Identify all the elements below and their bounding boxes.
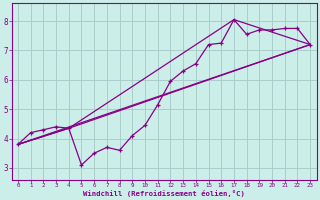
X-axis label: Windchill (Refroidissement éolien,°C): Windchill (Refroidissement éolien,°C) [83,190,245,197]
